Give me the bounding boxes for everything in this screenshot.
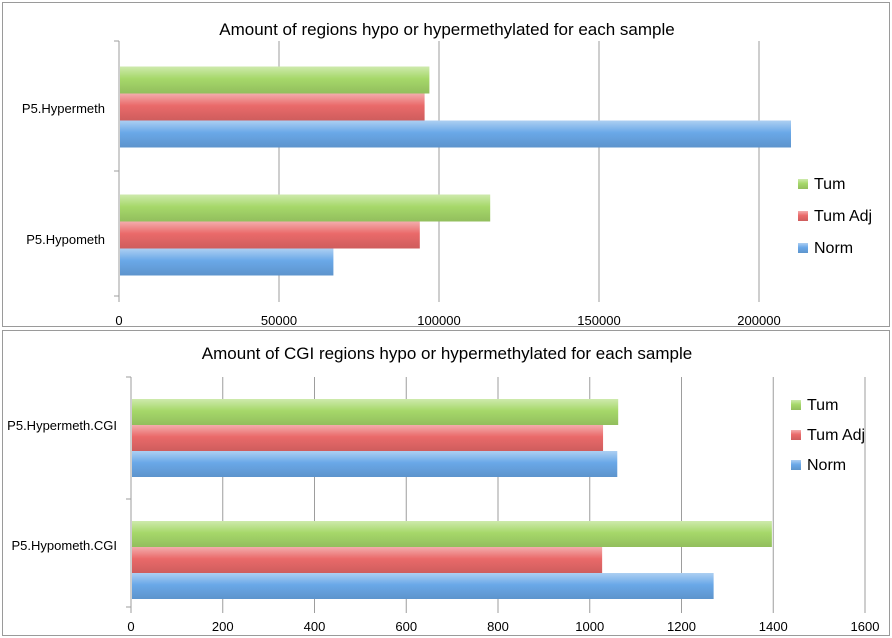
x-tick-label: 1600: [851, 619, 880, 634]
legend-label: Tum: [814, 176, 845, 193]
x-tick-label: 0: [115, 313, 122, 328]
legend-swatch: [798, 243, 808, 253]
x-tick-label: 1400: [759, 619, 788, 634]
legend-label: Tum Adj: [814, 208, 872, 225]
bar-tum: [132, 521, 772, 547]
x-tick-label: 1000: [575, 619, 604, 634]
chart-regions: Amount of regions hypo or hypermethylate…: [22, 20, 872, 328]
x-tick-label: 50000: [261, 313, 297, 328]
bar-norm: [132, 451, 618, 477]
x-tick-label: 600: [395, 619, 417, 634]
bar-tum: [120, 66, 430, 94]
chart-title: Amount of regions hypo or hypermethylate…: [219, 20, 674, 39]
legend-swatch: [791, 460, 801, 470]
legend-label: Tum Adj: [807, 427, 865, 444]
x-tick-label: 0: [127, 619, 134, 634]
chart-title: Amount of CGI regions hypo or hypermethy…: [202, 344, 692, 363]
x-tick-label: 150000: [577, 313, 620, 328]
x-tick-label: 400: [304, 619, 326, 634]
legend-swatch: [798, 179, 808, 189]
x-tick-label: 100000: [417, 313, 460, 328]
bar-norm: [120, 120, 791, 148]
x-tick-label: 200: [212, 619, 234, 634]
category-label: P5.Hypometh.CGI: [12, 538, 118, 553]
bar-tum-adj: [132, 547, 603, 573]
chart-panel-regions: Amount of regions hypo or hypermethylate…: [2, 2, 890, 328]
category-label: P5.Hypermeth.CGI: [7, 418, 117, 433]
category-label: P5.Hypometh: [26, 232, 105, 247]
x-tick-label: 1200: [667, 619, 696, 634]
bar-tum-adj: [132, 425, 604, 451]
legend-swatch: [791, 430, 801, 440]
category-label: P5.Hypermeth: [22, 101, 105, 116]
legend-swatch: [798, 211, 808, 221]
bar-tum: [132, 399, 619, 425]
legend-label: Tum: [807, 397, 838, 414]
bar-norm: [132, 573, 714, 599]
chart-cgi-regions: Amount of CGI regions hypo or hypermethy…: [7, 344, 880, 634]
x-tick-label: 800: [487, 619, 509, 634]
legend-label: Norm: [814, 240, 853, 257]
legend-label: Norm: [807, 457, 846, 474]
legend-swatch: [791, 400, 801, 410]
x-tick-label: 200000: [737, 313, 780, 328]
bar-norm: [120, 248, 334, 276]
bar-tum: [120, 194, 491, 222]
chart-panel-cgi-regions: Amount of CGI regions hypo or hypermethy…: [2, 330, 890, 636]
bar-tum-adj: [120, 93, 425, 121]
bar-tum-adj: [120, 221, 420, 249]
